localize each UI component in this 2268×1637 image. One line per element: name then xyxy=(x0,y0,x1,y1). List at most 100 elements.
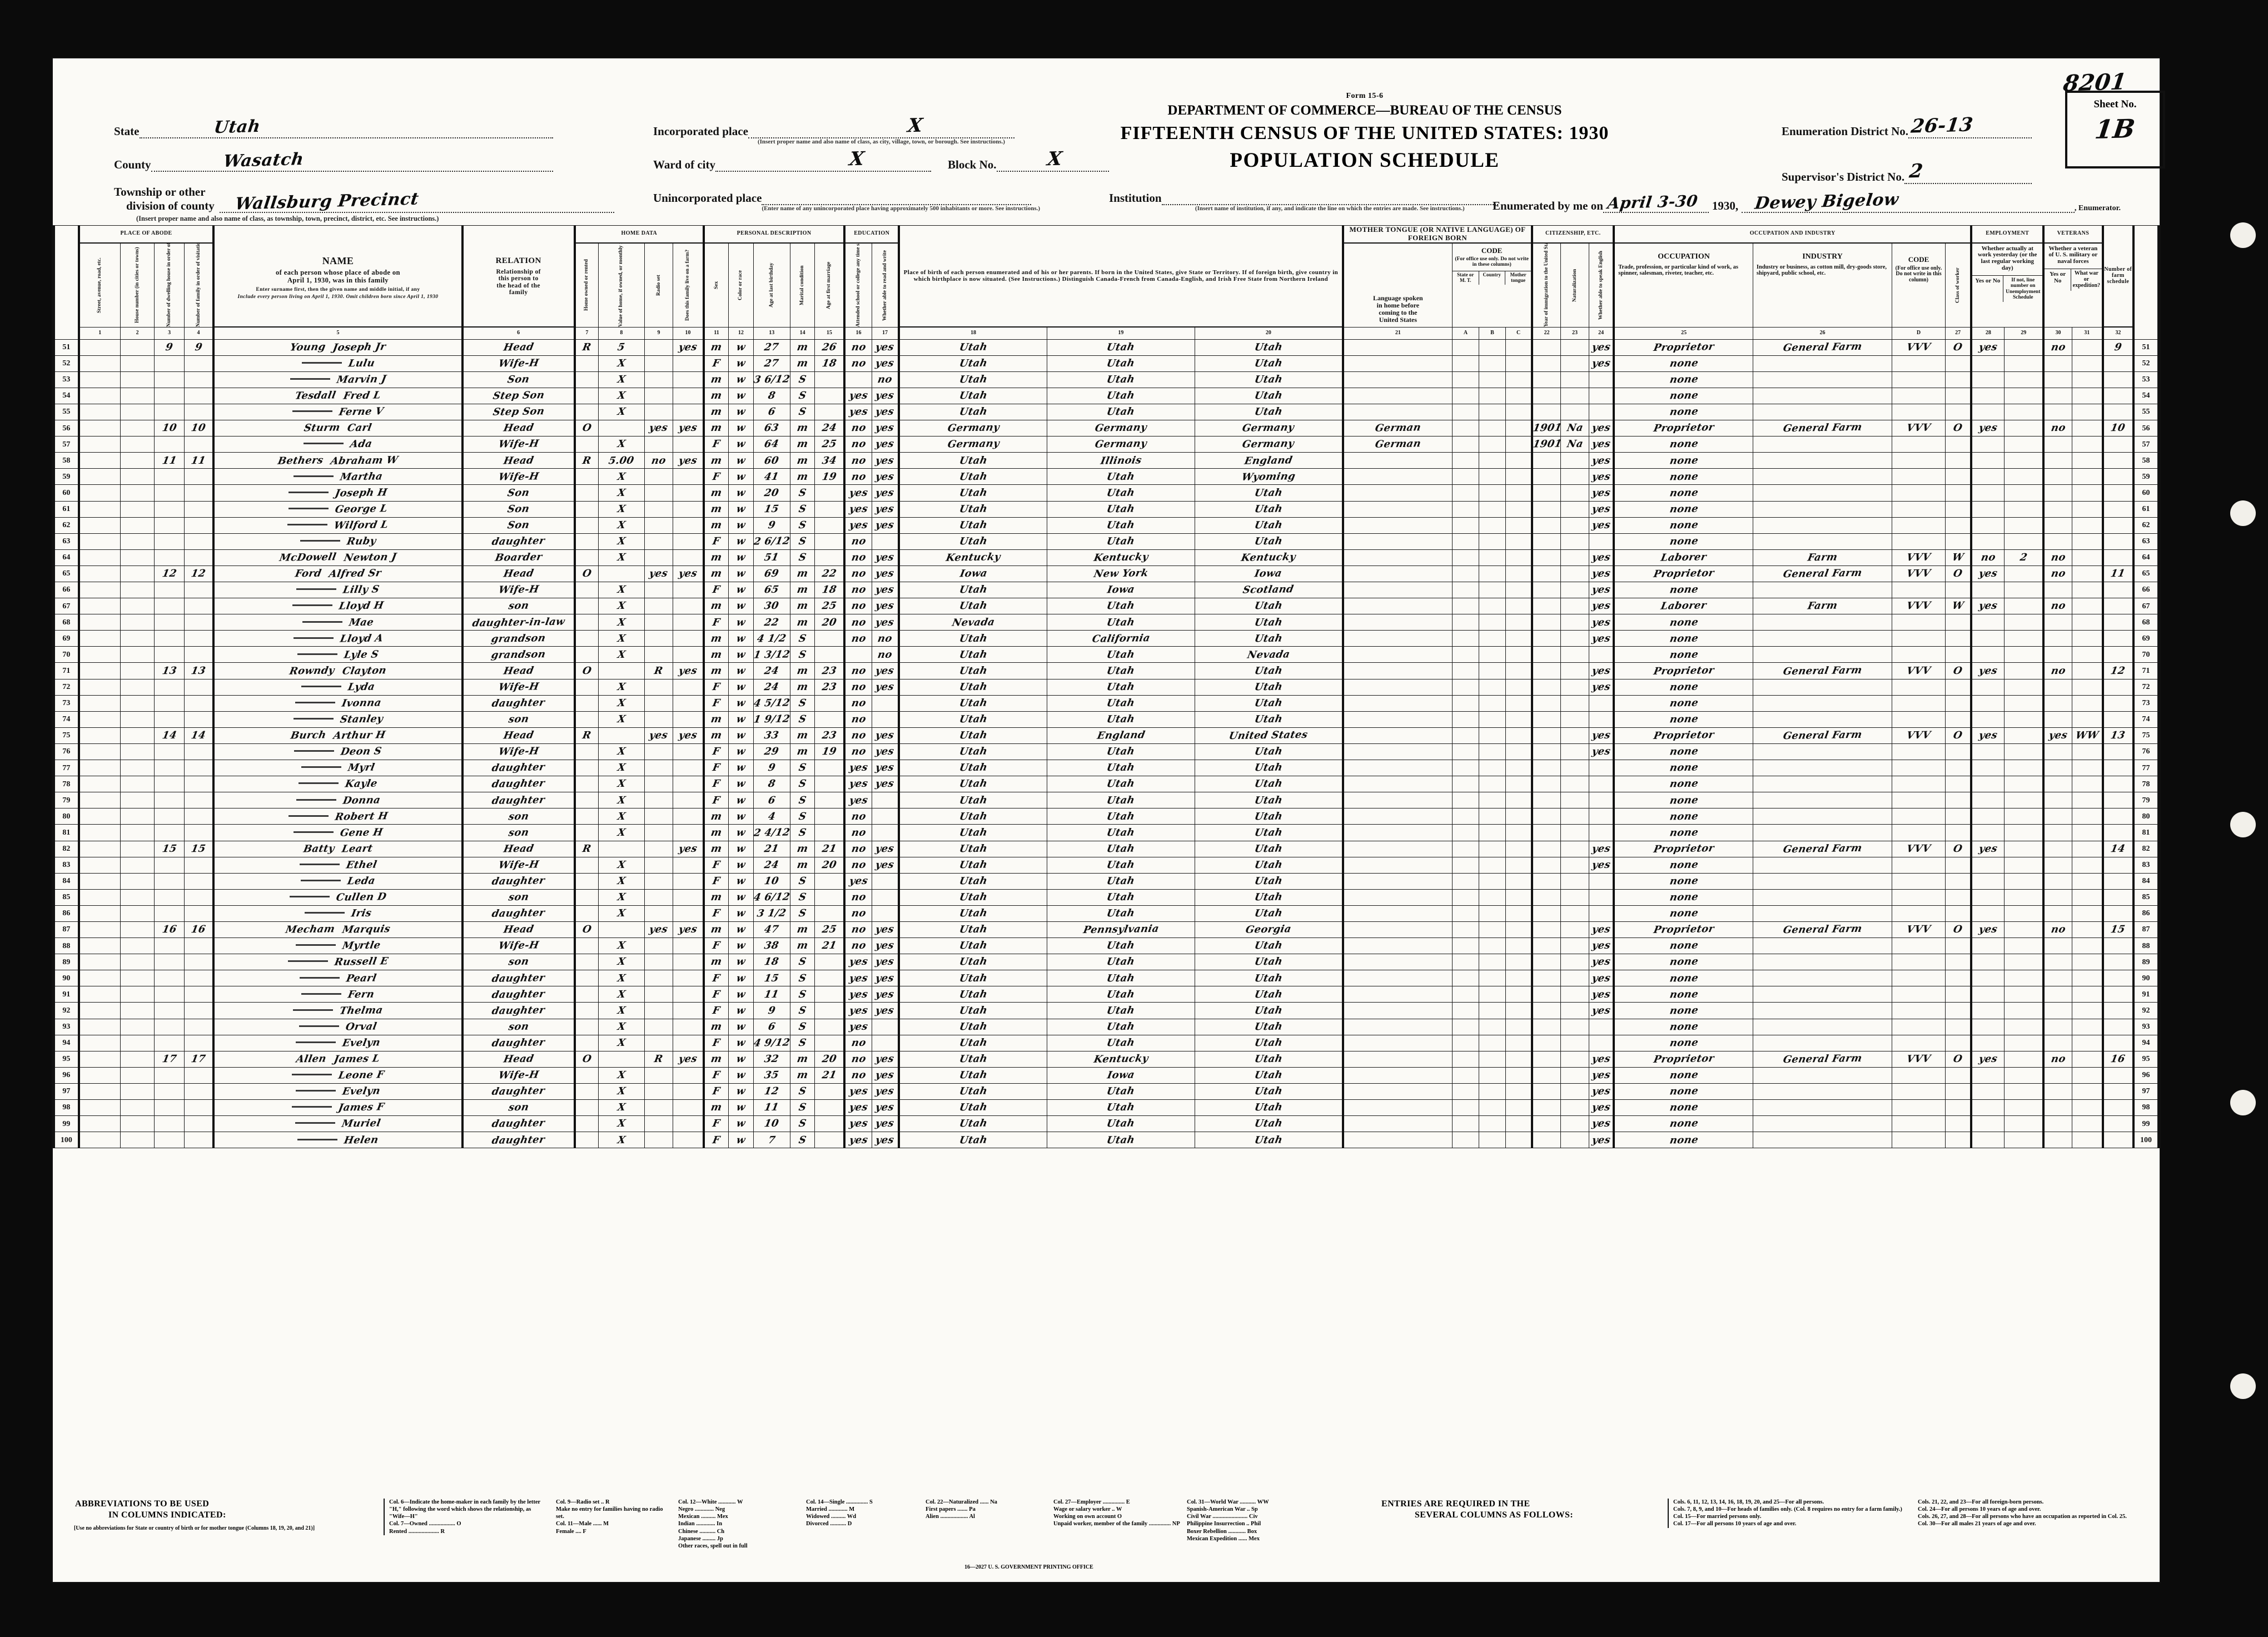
cell-radio-53[interactable] xyxy=(644,371,674,388)
cell-code-state-61[interactable] xyxy=(1452,500,1479,518)
cell-naturalization-83[interactable] xyxy=(1560,856,1590,874)
cell-naturalization-82[interactable] xyxy=(1560,840,1590,857)
cell-sex-83[interactable]: F xyxy=(702,856,729,874)
cell-radio-58[interactable]: no xyxy=(644,452,674,469)
cell-veteran-55[interactable] xyxy=(2042,403,2072,421)
cell-code-mt-73[interactable] xyxy=(1505,695,1533,712)
cell-naturalization-54[interactable] xyxy=(1560,387,1590,404)
cell-age-first-marriage-72[interactable]: 23 xyxy=(814,678,845,696)
cell-sex-86[interactable]: F xyxy=(702,905,729,922)
cell-code-country-51[interactable] xyxy=(1478,339,1506,356)
cell-age-76[interactable]: 29 xyxy=(753,743,790,761)
cell-unemployment-line-67[interactable] xyxy=(2004,598,2044,615)
cell-industry-86[interactable] xyxy=(1752,905,1893,922)
cell-at-work-73[interactable] xyxy=(1970,695,2005,712)
cell-veteran-98[interactable] xyxy=(2042,1099,2072,1117)
cell-industry-94[interactable] xyxy=(1752,1034,1893,1051)
cell-naturalization-59[interactable] xyxy=(1560,468,1590,485)
cell-literacy-87[interactable]: yes xyxy=(871,921,899,939)
cell-language-59[interactable] xyxy=(1341,468,1453,485)
cell-marital-89[interactable]: S xyxy=(789,954,815,971)
cell-attended-school-89[interactable]: yes xyxy=(843,954,872,971)
cell-attended-school-95[interactable]: no xyxy=(843,1050,872,1068)
cell-code-mt-76[interactable] xyxy=(1505,743,1533,761)
cell-industry-85[interactable] xyxy=(1752,889,1893,906)
cell-occupation-64[interactable]: Laborer xyxy=(1613,549,1753,566)
cell-marital-93[interactable]: S xyxy=(789,1018,815,1035)
cell-class-of-worker-55[interactable] xyxy=(1944,403,1972,421)
cell-age-first-marriage-81[interactable] xyxy=(814,824,845,841)
cell-speaks-english-87[interactable]: yes xyxy=(1589,921,1614,939)
cell-attended-school-72[interactable]: no xyxy=(843,678,872,696)
cell-farm-70[interactable] xyxy=(673,646,704,663)
cell-industry-code-75[interactable]: VVV xyxy=(1892,727,1946,744)
cell-industry-code-55[interactable] xyxy=(1892,403,1946,421)
cell-birthplace-father-70[interactable]: Utah xyxy=(1046,646,1195,663)
cell-radio-52[interactable] xyxy=(644,355,674,372)
cell-birthplace-person-87[interactable]: Utah xyxy=(898,921,1047,939)
cell-home-owned-55[interactable] xyxy=(573,403,599,421)
cell-home-value-100[interactable]: X xyxy=(598,1132,645,1149)
cell-language-97[interactable] xyxy=(1341,1083,1453,1100)
cell-code-state-80[interactable] xyxy=(1452,808,1479,825)
cell-birthplace-mother-70[interactable]: Nevada xyxy=(1194,646,1344,663)
cell-language-80[interactable] xyxy=(1341,808,1453,825)
cell-age-first-marriage-52[interactable]: 18 xyxy=(814,355,845,372)
cell-street-94[interactable] xyxy=(77,1034,121,1051)
cell-year-immigration-52[interactable] xyxy=(1531,355,1561,372)
cell-code-state-71[interactable] xyxy=(1452,662,1479,679)
cell-farm-67[interactable] xyxy=(673,598,704,615)
cell-birthplace-father-65[interactable]: New York xyxy=(1046,565,1195,583)
cell-industry-code-97[interactable] xyxy=(1892,1083,1946,1100)
cell-age-first-marriage-74[interactable] xyxy=(814,711,845,728)
cell-industry-96[interactable] xyxy=(1752,1066,1893,1084)
table-row[interactable]: 58 11 11 Bethers Abraham W Head R 5.00 no yes m w 6… xyxy=(53,452,2160,469)
cell-class-of-worker-84[interactable] xyxy=(1944,872,1972,890)
cell-sex-98[interactable]: m xyxy=(702,1099,729,1117)
cell-at-work-77[interactable] xyxy=(1970,760,2005,777)
cell-family-76[interactable] xyxy=(183,743,214,761)
cell-relation-75[interactable]: Head xyxy=(461,727,575,744)
cell-family-82[interactable]: 15 xyxy=(183,840,214,857)
cell-dwelling-84[interactable] xyxy=(154,872,185,890)
cell-at-work-94[interactable] xyxy=(1970,1034,2005,1051)
cell-attended-school-86[interactable]: no xyxy=(843,905,872,922)
cell-home-value-71[interactable] xyxy=(598,662,645,679)
cell-street-78[interactable] xyxy=(77,776,121,793)
cell-code-mt-55[interactable] xyxy=(1505,403,1533,421)
cell-year-immigration-55[interactable] xyxy=(1531,403,1561,421)
cell-attended-school-82[interactable]: no xyxy=(843,840,872,857)
cell-birthplace-person-73[interactable]: Utah xyxy=(898,695,1047,712)
cell-code-country-94[interactable] xyxy=(1478,1034,1506,1051)
cell-farm-65[interactable]: yes xyxy=(673,565,704,583)
cell-name-92[interactable]: Thelma xyxy=(212,1002,463,1019)
cell-birthplace-father-73[interactable]: Utah xyxy=(1046,695,1195,712)
cell-sex-78[interactable]: F xyxy=(702,776,729,793)
cell-age-54[interactable]: 8 xyxy=(753,387,790,404)
cell-home-owned-93[interactable] xyxy=(573,1018,599,1035)
cell-relation-74[interactable]: son xyxy=(461,711,575,728)
cell-at-work-93[interactable] xyxy=(1970,1018,2005,1035)
cell-age-53[interactable]: 3 6/12 xyxy=(753,371,790,388)
cell-family-69[interactable] xyxy=(183,630,214,647)
cell-age-85[interactable]: 4 6/12 xyxy=(753,889,790,906)
cell-unemployment-line-59[interactable] xyxy=(2004,468,2044,485)
cell-literacy-77[interactable]: yes xyxy=(871,760,899,777)
cell-birthplace-father-89[interactable]: Utah xyxy=(1046,954,1195,971)
cell-home-value-92[interactable]: X xyxy=(598,1002,645,1019)
cell-occupation-67[interactable]: Laborer xyxy=(1613,598,1753,615)
cell-birthplace-mother-89[interactable]: Utah xyxy=(1194,954,1344,971)
cell-age-82[interactable]: 21 xyxy=(753,840,790,857)
cell-street-80[interactable] xyxy=(77,808,121,825)
cell-code-state-64[interactable] xyxy=(1452,549,1479,566)
cell-street-90[interactable] xyxy=(77,970,121,987)
cell-relation-78[interactable]: daughter xyxy=(461,776,575,793)
cell-name-59[interactable]: Martha xyxy=(212,468,463,485)
cell-house-number-96[interactable] xyxy=(120,1066,155,1084)
cell-home-value-53[interactable]: X xyxy=(598,371,645,388)
